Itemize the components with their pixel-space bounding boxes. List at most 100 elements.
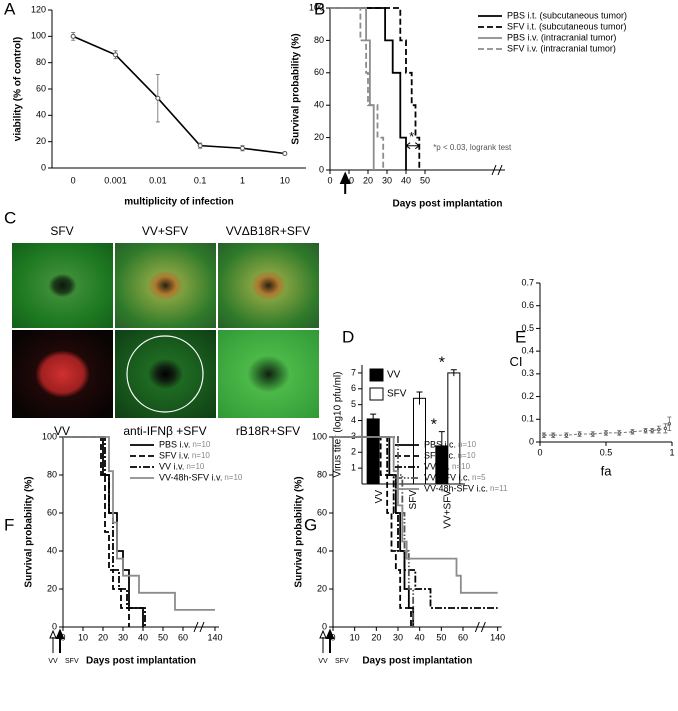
y-tick-label: 7: [351, 367, 356, 377]
y-tick-label: 0.7: [521, 277, 534, 287]
x-tick-label: 0.1: [194, 175, 207, 185]
x-axis-label: Days post implantation: [362, 656, 472, 667]
image-label: VV+SFV: [142, 224, 188, 238]
y-tick-label: 80: [36, 57, 46, 67]
point: [551, 433, 555, 437]
point: [240, 145, 245, 151]
x-tick-label: 50: [436, 632, 446, 642]
image-label: VV: [54, 424, 70, 438]
legend-n: n=10: [452, 462, 471, 471]
legend-label: SFV i.c.: [424, 450, 456, 460]
x-axis-label: fa: [601, 463, 613, 478]
survival-line: [63, 436, 146, 627]
panel-label: D: [342, 327, 354, 346]
y-tick-label: 40: [314, 100, 324, 110]
y-tick-label: 0.5: [521, 323, 534, 333]
survival-line: [333, 436, 412, 627]
x-tick-label: SFV: [408, 490, 419, 510]
panel-label: A: [4, 0, 16, 18]
line: [72, 35, 285, 155]
y-axis-label: Survival probability (%): [291, 33, 302, 144]
x-tick-label: 40: [401, 175, 411, 185]
x-tick-label: 10: [280, 175, 290, 185]
x-tick-label: 140: [490, 632, 505, 642]
point: [113, 52, 118, 58]
x-tick-label: 1: [669, 447, 674, 457]
chart: B02040608010001020304050Survival probabi…: [291, 0, 627, 210]
x-axis-label: Days post implantation: [392, 199, 502, 210]
y-tick-label: 0: [529, 436, 534, 446]
arrow-label: SFV: [65, 658, 79, 665]
image-label: rB18R+SFV: [236, 424, 300, 438]
legend-n: n=10: [224, 473, 243, 482]
survival-line: [333, 436, 498, 594]
x-tick-label: VV+SFV: [442, 490, 453, 529]
y-axis-label: CI: [510, 354, 523, 369]
survival-line: [333, 436, 415, 627]
y-tick-label: 60: [36, 83, 46, 93]
image-label: VVΔB18R+SFV: [226, 224, 310, 238]
arrow-label: VV: [48, 658, 58, 665]
x-tick-label: 0.01: [149, 175, 167, 185]
x-tick-label: 10: [78, 632, 88, 642]
panel-label: G: [304, 515, 317, 534]
point: [630, 430, 635, 434]
legend-label: VV/SFV i.c.: [424, 472, 470, 482]
y-tick-label: 20: [47, 583, 57, 593]
double-arrow: [405, 142, 421, 150]
y-axis-label: Survival probability (%): [294, 476, 305, 587]
x-tick-label: 40: [415, 632, 425, 642]
legend-swatch: [369, 387, 384, 401]
annotation: *: [409, 129, 414, 144]
x-axis-label: Days post implantation: [86, 656, 196, 667]
x-axis-label: multiplicity of infection: [124, 197, 233, 208]
x-tick-label: 0: [327, 175, 332, 185]
legend-n: n=10: [186, 462, 205, 471]
point: [197, 143, 203, 149]
legend-label: SFV: [387, 389, 407, 400]
x-tick-label: 0: [537, 447, 542, 457]
arrow: [49, 629, 57, 653]
micrograph: [218, 330, 319, 418]
point: [155, 95, 161, 101]
image-label: SFV: [50, 224, 73, 238]
y-tick-label: 80: [317, 469, 327, 479]
error-bar: [416, 391, 423, 405]
survival-line: [63, 436, 130, 627]
y-tick-label: 60: [317, 507, 327, 517]
legend-label: VV i.c.: [424, 461, 450, 471]
y-tick-label: 0.3: [521, 368, 534, 378]
annotation: *: [431, 417, 437, 434]
x-tick-label: 30: [393, 632, 403, 642]
y-tick-label: 80: [314, 35, 324, 45]
y-tick-label: 1: [351, 463, 356, 473]
legend-label: PBS i.c.: [424, 439, 456, 449]
chart: F0204060801000102030405060140Survival pr…: [4, 431, 243, 666]
legend-label: SFV i.v.: [159, 450, 190, 460]
x-tick-label: 30: [382, 175, 392, 185]
legend-n: n=5: [472, 473, 486, 482]
arrow: [319, 629, 327, 653]
chart: D 1 2 3 4 5 6 7 Virus titer (log10 pfu/ml) VV SFV V…: [333, 327, 465, 529]
y-tick-label: 120: [31, 4, 46, 14]
y-tick-label: 6: [351, 383, 356, 393]
legend-label: SFV i.t. (subcutaneous tumor): [507, 21, 627, 31]
panel-label: C: [4, 208, 16, 227]
x-tick-label: 50: [158, 632, 168, 642]
x-tick-label: 60: [178, 632, 188, 642]
arrow: [55, 628, 65, 653]
y-tick-label: 60: [314, 67, 324, 77]
x-tick-label: 10: [350, 632, 360, 642]
point: [643, 428, 648, 433]
point: [617, 431, 621, 435]
y-tick-label: 5: [351, 399, 356, 409]
x-tick-label: 1: [240, 175, 245, 185]
x-tick-label: 50: [420, 175, 430, 185]
legend-label: PBS i.v. (intracranial tumor): [507, 32, 616, 42]
y-tick-label: 100: [42, 431, 57, 441]
survival-line: [330, 7, 385, 170]
legend-swatch: [369, 368, 384, 382]
point: [604, 431, 608, 435]
image-label: anti-IFNβ +SFV: [123, 424, 206, 438]
